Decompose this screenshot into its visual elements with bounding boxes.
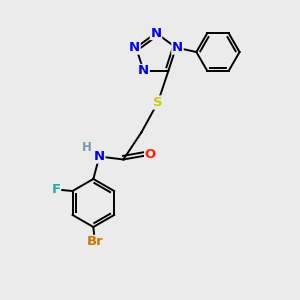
Text: N: N — [138, 64, 149, 77]
Text: S: S — [153, 96, 163, 109]
Text: H: H — [82, 141, 92, 154]
Text: N: N — [172, 41, 183, 54]
Text: O: O — [145, 148, 156, 161]
Text: N: N — [129, 41, 140, 54]
Text: Br: Br — [86, 236, 103, 248]
Text: N: N — [94, 150, 105, 163]
Text: N: N — [150, 26, 162, 40]
Text: F: F — [52, 183, 61, 196]
